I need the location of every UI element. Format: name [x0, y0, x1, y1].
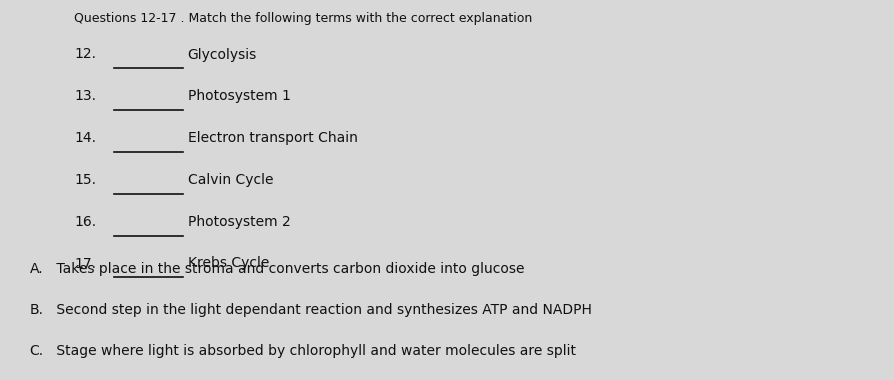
Text: Electron transport Chain: Electron transport Chain — [188, 131, 358, 145]
Text: Second step in the light dependant reaction and synthesizes ATP and NADPH: Second step in the light dependant react… — [52, 303, 592, 317]
Text: B.: B. — [30, 303, 44, 317]
Text: 16.: 16. — [74, 215, 97, 229]
Text: 13.: 13. — [74, 89, 97, 103]
Text: 14.: 14. — [74, 131, 97, 145]
Text: Calvin Cycle: Calvin Cycle — [188, 173, 274, 187]
Text: 17.: 17. — [74, 256, 97, 271]
Text: 12.: 12. — [74, 48, 97, 62]
Text: Stage where light is absorbed by chlorophyll and water molecules are split: Stage where light is absorbed by chlorop… — [52, 344, 576, 358]
Text: C.: C. — [30, 344, 44, 358]
Text: Glycolysis: Glycolysis — [188, 48, 257, 62]
Text: Photosystem 1: Photosystem 1 — [188, 89, 291, 103]
Text: Questions 12-17 . Match the following terms with the correct explanation: Questions 12-17 . Match the following te… — [74, 12, 533, 25]
Text: A.: A. — [30, 262, 43, 276]
Text: Krebs Cycle: Krebs Cycle — [188, 256, 269, 271]
Text: Photosystem 2: Photosystem 2 — [188, 215, 291, 229]
Text: 15.: 15. — [74, 173, 97, 187]
Text: Takes place in the stroma and converts carbon dioxide into glucose: Takes place in the stroma and converts c… — [52, 262, 525, 276]
